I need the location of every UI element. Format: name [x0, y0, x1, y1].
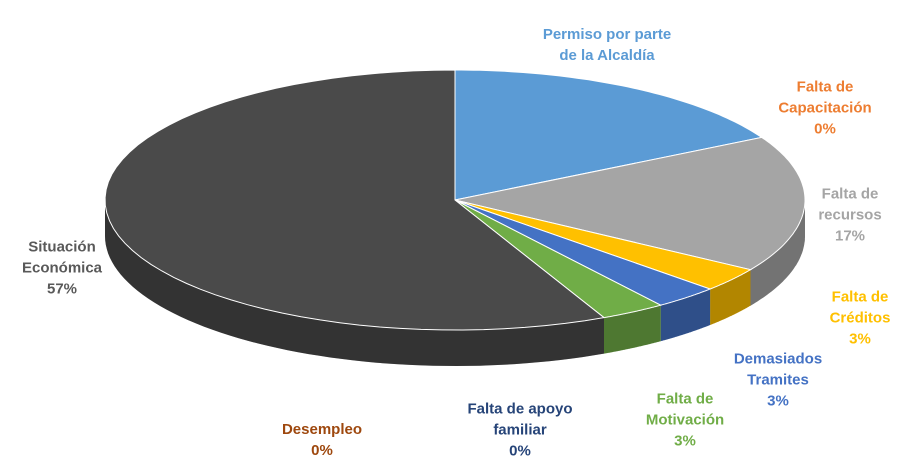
slice: [104, 69, 606, 331]
category-label: Falta de recursos: [818, 185, 882, 224]
slice-side: [105, 200, 604, 366]
value-label: 0%: [311, 442, 333, 459]
value-label: 3%: [849, 330, 871, 348]
slice: [454, 69, 763, 201]
data-label: Falta de recursos 17%: [800, 184, 900, 247]
slice-side-shade: [710, 269, 751, 325]
slice: [454, 199, 712, 306]
data-label: Falta de Capacitación 0%: [760, 77, 890, 140]
value-label: 17%: [834, 227, 866, 245]
value-label: 0%: [509, 442, 531, 460]
data-label: Falta de Créditos 3%: [810, 287, 904, 350]
category-label: Permiso por parte de la Alcaldía: [542, 26, 672, 64]
data-label: Falta de Motivación 3%: [625, 389, 745, 452]
data-label: Desempleo 0%: [262, 419, 382, 461]
category-label: Desempleo: [281, 421, 363, 438]
category-label: Falta de Créditos: [829, 288, 891, 327]
value-label: 3%: [674, 432, 696, 450]
data-label: Falta de apoyo familiar 0%: [445, 399, 595, 462]
category-label: Demasiados Tramites: [733, 350, 823, 389]
slice-side-shade: [604, 305, 661, 354]
slice-side-shade: [750, 200, 805, 306]
slice-side-shade: [105, 200, 604, 366]
data-label: Demasiados Tramites 3%: [713, 349, 843, 412]
category-label: Falta de Capacitación: [778, 78, 872, 117]
data-label: Situación Económica 57%: [2, 237, 122, 300]
value-label: 57%: [46, 280, 78, 298]
value-label: 0%: [814, 120, 836, 138]
slice-side: [750, 200, 805, 306]
value-label: 3%: [767, 392, 789, 410]
category-label: Situación Económica: [21, 238, 103, 277]
slice: [454, 199, 752, 290]
data-label: Permiso por parte de la Alcaldía: [542, 24, 672, 66]
slice-side: [604, 305, 661, 354]
category-label: Falta de apoyo familiar: [467, 400, 573, 439]
slice: [454, 136, 806, 271]
slice-side: [710, 269, 751, 325]
slice: [454, 199, 663, 319]
category-label: Falta de Motivación: [645, 390, 725, 429]
